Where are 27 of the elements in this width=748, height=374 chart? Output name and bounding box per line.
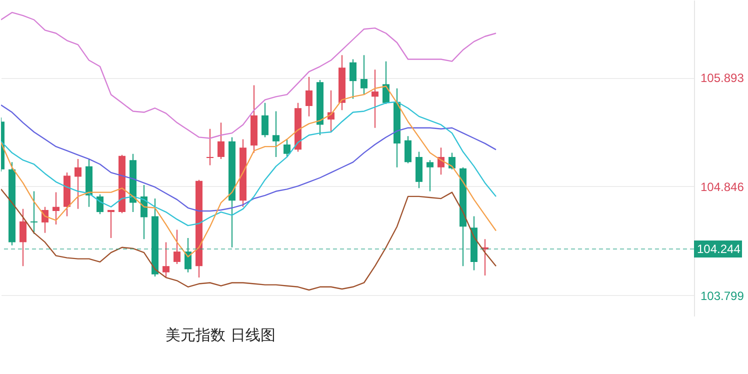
candlestick [96, 194, 104, 215]
candlestick [360, 54, 368, 96]
candlestick [162, 242, 170, 278]
candlestick [262, 102, 268, 138]
text: 美元指数 日线图 [166, 326, 276, 344]
ref-line-label: 104.244 [697, 242, 741, 256]
candlestick [30, 190, 38, 234]
candlestick [272, 110, 280, 158]
candlestick [218, 122, 224, 160]
candlestick [206, 128, 214, 166]
candlestick [404, 136, 412, 164]
candlestick [52, 192, 60, 226]
y-tick-label: 105.893 [700, 71, 744, 86]
y-tick-label: 104.846 [700, 180, 744, 194]
candlestick [306, 76, 312, 117]
candlestick [108, 209, 114, 239]
candlestick [20, 208, 26, 267]
candlestick [448, 152, 456, 170]
candlestick [350, 58, 356, 100]
candlestick [426, 160, 434, 192]
candlestick [74, 158, 82, 210]
candlestick [372, 69, 378, 128]
line-series [1, 12, 497, 139]
line-series [1, 188, 497, 291]
candlestick [174, 229, 180, 265]
candlestick [284, 138, 290, 158]
y-tick-label: 103.799 [700, 288, 744, 303]
